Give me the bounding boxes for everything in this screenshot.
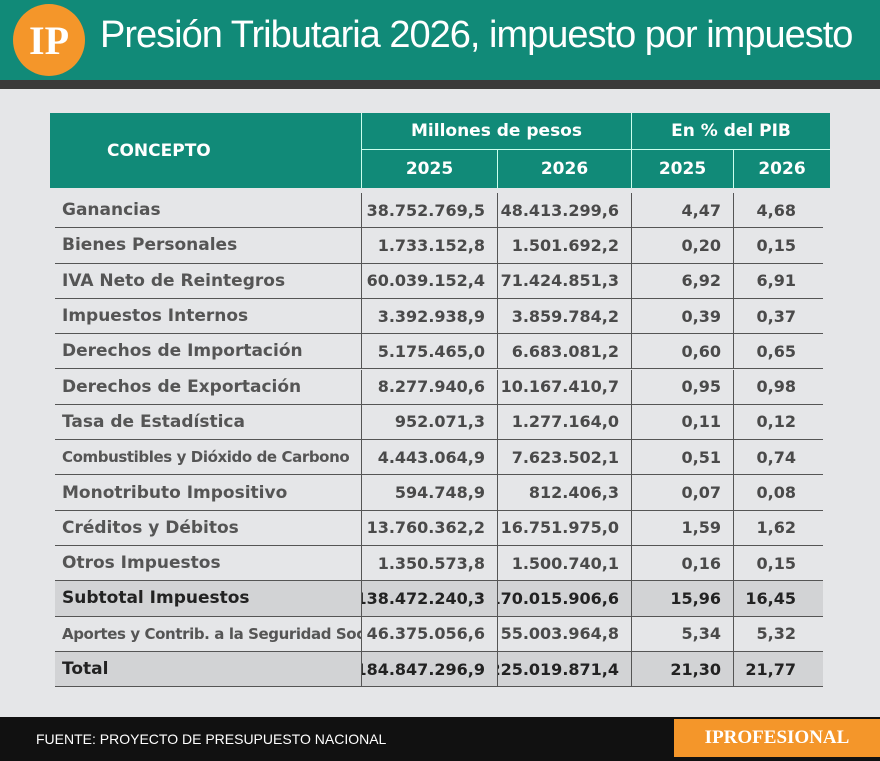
title: Presión Tributaria 2026, impuesto por im… — [100, 14, 853, 56]
value: 55.003.964,8 — [497, 616, 631, 652]
value: 21,30 — [631, 651, 733, 688]
value: 0,51 — [631, 440, 733, 476]
year-header: 2026 — [497, 150, 631, 188]
value: 594.748,9 — [361, 475, 497, 511]
value: 5.175.465,0 — [361, 334, 497, 370]
value: 0,07 — [631, 475, 733, 511]
value: 13.760.362,2 — [361, 510, 497, 546]
value: 0,12 — [733, 404, 823, 441]
header-bg — [50, 113, 830, 188]
value: 0,65 — [733, 334, 823, 370]
value: 952.071,3 — [361, 404, 497, 441]
value: 0,08 — [733, 475, 823, 511]
year-header: 2026 — [733, 150, 830, 188]
value: 16,45 — [733, 581, 823, 617]
value: 7.623.502,1 — [497, 440, 631, 476]
value: 0,16 — [631, 546, 733, 582]
value: 46.375.056,6 — [361, 616, 497, 652]
group-header: En % del PIB — [631, 113, 830, 150]
value: 0,15 — [733, 228, 823, 264]
value: 38.752.769,5 — [361, 193, 497, 229]
value: 1.501.692,2 — [497, 228, 631, 264]
row-label: IVA Neto de Reintegros — [55, 264, 361, 299]
value: 4.443.064,9 — [361, 440, 497, 476]
value: 48.413.299,6 — [497, 193, 631, 229]
row-label: Total — [55, 652, 361, 688]
row-shade — [55, 651, 823, 688]
value: 812.406,3 — [497, 475, 631, 511]
row-label: Créditos y Débitos — [55, 511, 361, 546]
value: 0,60 — [631, 334, 733, 370]
header-band — [0, 0, 880, 80]
value: 0,37 — [733, 298, 823, 335]
value: 6.683.081,2 — [497, 334, 631, 370]
value: 4,47 — [631, 193, 733, 229]
brand: IPROFESIONAL — [674, 719, 880, 757]
row-label: Aportes y Contrib. a la Seguridad Social — [55, 617, 361, 652]
header-rule — [0, 80, 880, 89]
value: 225.019.871,4 — [497, 651, 631, 688]
value: 0,20 — [631, 228, 733, 264]
row-label: Derechos de Exportación — [55, 370, 361, 405]
row-label: Monotributo Impositivo — [55, 475, 361, 511]
value: 0,11 — [631, 404, 733, 441]
value: 5,32 — [733, 616, 823, 652]
value: 10.167.410,7 — [497, 369, 631, 405]
value: 0,15 — [733, 546, 823, 582]
value: 1,59 — [631, 510, 733, 546]
year-header: 2025 — [361, 150, 497, 188]
value: 3.859.784,2 — [497, 298, 631, 335]
value: 138.472.240,3 — [361, 581, 497, 617]
row-label: Tasa de Estadística — [55, 405, 361, 441]
value: 60.039.152,4 — [361, 263, 497, 299]
row-label: Combustibles y Dióxido de Carbono — [55, 440, 361, 476]
row-shade — [55, 581, 823, 617]
value: 0,74 — [733, 440, 823, 476]
value: 0,98 — [733, 369, 823, 405]
row-label: Bienes Personales — [55, 228, 361, 264]
value: 1.733.152,8 — [361, 228, 497, 264]
value: 170.015.906,6 — [497, 581, 631, 617]
value: 1.500.740,1 — [497, 546, 631, 582]
value: 4,68 — [733, 193, 823, 229]
logo: IP — [13, 4, 85, 76]
row-label: Derechos de Importación — [55, 334, 361, 370]
year-header: 2025 — [631, 150, 733, 188]
value: 8.277.940,6 — [361, 369, 497, 405]
value: 1,62 — [733, 510, 823, 546]
value: 15,96 — [631, 581, 733, 617]
value: 3.392.938,9 — [361, 298, 497, 335]
value: 1.277.164,0 — [497, 404, 631, 441]
row-label: Ganancias — [55, 193, 361, 229]
value: 0,95 — [631, 369, 733, 405]
value: 6,92 — [631, 263, 733, 299]
row-label: Subtotal Impuestos — [55, 581, 361, 617]
value: 16.751.975,0 — [497, 510, 631, 546]
value: 71.424.851,3 — [497, 263, 631, 299]
value: 1.350.573,8 — [361, 546, 497, 582]
row-label: Otros Impuestos — [55, 546, 361, 582]
value: 184.847.296,9 — [361, 651, 497, 688]
value: 6,91 — [733, 263, 823, 299]
group-header: Millones de pesos — [361, 113, 631, 150]
row-label: Impuestos Internos — [55, 299, 361, 335]
value: 0,39 — [631, 298, 733, 335]
concept-header: CONCEPTO — [107, 140, 211, 161]
value: 21,77 — [733, 651, 823, 688]
value: 5,34 — [631, 616, 733, 652]
source: FUENTE: PROYECTO DE PRESUPUESTO NACIONAL — [36, 731, 387, 747]
